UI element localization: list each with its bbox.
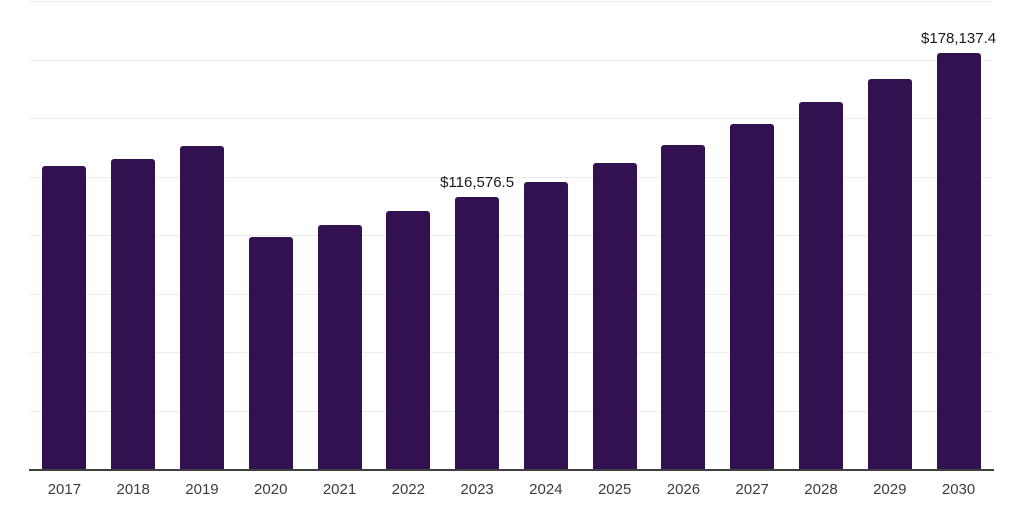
bar-slot-2026 <box>649 2 718 470</box>
x-tick-label-2022: 2022 <box>391 481 425 498</box>
bar-2030 <box>936 53 981 470</box>
bar-2026 <box>661 145 706 470</box>
x-tick-label-2030: 2030 <box>941 481 976 498</box>
gridline <box>30 1 993 2</box>
bar-2019 <box>179 145 224 470</box>
gridline <box>30 352 993 353</box>
gridline <box>30 410 993 412</box>
x-tick-label-2023: 2023 <box>460 481 494 498</box>
bar-slot-2030: $178,137.4 <box>921 2 997 470</box>
bar-slot-2029 <box>855 2 924 470</box>
bar-slot-2027 <box>718 2 787 470</box>
bar-2021 <box>317 224 362 470</box>
bar-2024 <box>523 181 568 470</box>
bar-slot-2025 <box>580 2 649 470</box>
x-tick-label-2029: 2029 <box>873 481 907 498</box>
bar-2017 <box>42 165 87 470</box>
bar-slot-2023: $116,576.5 <box>440 2 515 470</box>
gridline <box>30 293 993 295</box>
bar-slot-2020 <box>236 2 305 470</box>
x-tick-label-2028: 2028 <box>804 481 838 498</box>
bar-slot-2024 <box>511 2 580 470</box>
bar-slot-2028 <box>787 2 856 470</box>
bar-2029 <box>867 79 912 470</box>
x-tick-label-2025: 2025 <box>597 481 632 498</box>
bar-value-label-2023: $116,576.5 <box>440 174 515 192</box>
plot-area: $116,576.5 $178,137.4 <box>30 1 997 470</box>
bar-2025 <box>592 162 637 470</box>
x-tick-label-2020: 2020 <box>254 481 288 498</box>
bars-container: $116,576.5 $178,137.4 <box>30 2 997 470</box>
bar-slot-2018 <box>99 2 168 470</box>
x-tick-label-2019: 2019 <box>185 481 219 498</box>
x-tick-label-2018: 2018 <box>116 481 150 498</box>
bar-slot-2021 <box>305 2 374 470</box>
bar-slot-2022 <box>374 2 443 470</box>
x-tick-label-2027: 2027 <box>735 481 769 498</box>
x-tick-label-2026: 2026 <box>666 481 701 498</box>
x-axis-labels: 2017 2018 2019 2020 2021 2022 2023 2024 2025 2026… <box>30 481 993 498</box>
bar-2018 <box>111 158 156 470</box>
bar-2027 <box>730 123 775 470</box>
gridline <box>30 235 993 236</box>
bar-value-label-2030: $178,137.4 <box>921 30 997 48</box>
x-tick-label-2017: 2017 <box>47 481 82 498</box>
x-axis-line <box>29 469 994 471</box>
bar-slot-2017 <box>30 2 99 470</box>
bar-2020 <box>248 237 293 470</box>
x-tick-label-2024: 2024 <box>529 481 563 498</box>
gridline <box>30 118 993 119</box>
bar-2028 <box>798 102 843 470</box>
gridline <box>30 176 993 178</box>
bar-2023 <box>455 197 500 470</box>
bar-slot-2019 <box>168 2 237 470</box>
gridline <box>30 59 993 61</box>
bar-2022 <box>386 211 431 470</box>
x-tick-label-2021: 2021 <box>322 481 357 498</box>
